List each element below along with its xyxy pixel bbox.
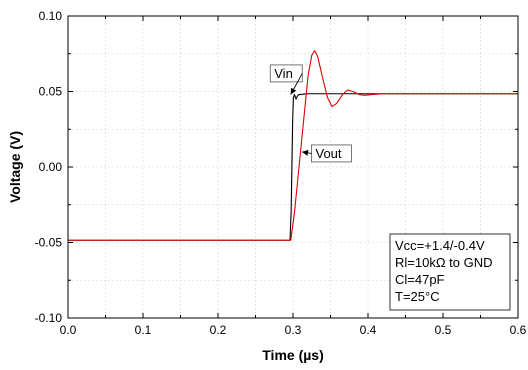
annotation-arrowhead (302, 149, 309, 156)
conditions-frame (389, 233, 511, 311)
ticks: 0.0 0.1 0.2 0.3 0.4 0.5 0.6 -0.10 -0.05 0.00 0.05 0… (35, 9, 527, 337)
x-tick-label: 0.3 (285, 323, 302, 337)
annotation-vout: Vout (301, 144, 352, 163)
annotations: Vin Vout (269, 64, 352, 163)
y-tick-label: 0.00 (39, 160, 63, 174)
condition-line: Rl=10kΩ to GND (395, 255, 493, 270)
x-tick-label: 0.4 (360, 323, 377, 337)
x-tick-label: 0.1 (135, 323, 152, 337)
y-axis-title: Voltage (V) (7, 131, 23, 203)
series-layer (68, 50, 518, 241)
annotation-label: Vin (274, 66, 293, 81)
condition-line: T=25°C (395, 289, 440, 304)
x-tick-label: 0.0 (60, 323, 77, 337)
conditions-box: Vcc=+1.4/-0.4V Rl=10kΩ to GND Cl=47pF T=25°… (389, 233, 511, 311)
y-tick-label: -0.05 (35, 236, 63, 250)
x-tick-label: 0.6 (510, 323, 527, 337)
condition-line: Vcc=+1.4/-0.4V (395, 238, 485, 253)
series-line-vout (68, 50, 518, 241)
annotation-arrowhead (290, 87, 297, 95)
y-tick-label: 0.05 (39, 85, 63, 99)
x-axis-title: Time (µs) (262, 347, 324, 363)
condition-line: Cl=47pF (395, 272, 445, 287)
annotation-vin: Vin (269, 64, 303, 95)
x-tick-label: 0.2 (210, 323, 227, 337)
y-tick-label: -0.10 (35, 311, 63, 325)
annotation-label: Vout (316, 146, 342, 161)
x-tick-label: 0.5 (435, 323, 452, 337)
y-tick-label: 0.10 (39, 9, 63, 23)
